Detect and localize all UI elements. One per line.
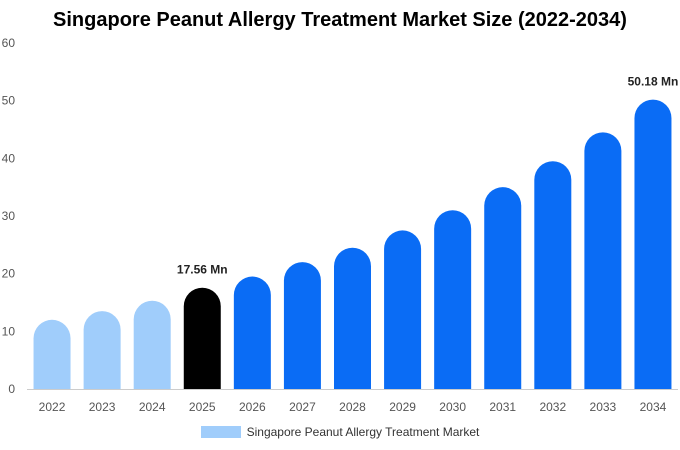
- y-tick-label: 40: [2, 151, 16, 165]
- bar-2029: [384, 230, 422, 389]
- bar-2025: [183, 287, 221, 389]
- x-tick-label: 2026: [239, 400, 266, 414]
- bar-2034: [634, 99, 672, 390]
- bar-2023: [83, 311, 121, 389]
- data-label-2025: 17.56 Mn: [177, 263, 228, 277]
- x-tick-label: 2030: [439, 400, 466, 414]
- bar-2033: [584, 132, 622, 389]
- x-tick-label: 2029: [389, 400, 416, 414]
- legend-swatch: [200, 426, 241, 438]
- x-tick-label: 2024: [139, 400, 166, 414]
- x-tick-label: 2034: [640, 400, 667, 414]
- x-tick-label: 2022: [39, 400, 66, 414]
- y-tick-label: 30: [2, 209, 16, 223]
- bar-2030: [434, 210, 472, 389]
- x-tick-label: 2031: [489, 400, 516, 414]
- y-tick-label: 20: [2, 267, 16, 281]
- legend: Singapore Peanut Allergy Treatment Marke…: [0, 425, 680, 439]
- y-tick-label: 10: [2, 324, 16, 338]
- bars: [33, 99, 672, 390]
- bar-2026: [233, 276, 271, 389]
- x-tick-label: 2025: [189, 400, 216, 414]
- x-tick-label: 2033: [590, 400, 617, 414]
- bar-2028: [334, 247, 371, 389]
- x-axis: 2022 2023 2024 2025 2026 2027 2028 2029 2030 2031…: [27, 389, 678, 414]
- data-labels: 17.56 Mn 50.18 Mn: [177, 75, 678, 277]
- bar-2027: [283, 262, 321, 389]
- bar-2022: [33, 319, 71, 389]
- bar-2031: [484, 187, 522, 389]
- data-label-2034: 50.18 Mn: [628, 75, 679, 89]
- y-tick-label: 60: [2, 36, 16, 50]
- x-tick-label: 2027: [289, 400, 316, 414]
- x-tick-label: 2032: [539, 400, 566, 414]
- bar-2024: [133, 300, 171, 389]
- y-axis: 0 10 20 30 40 50 60: [2, 36, 16, 396]
- y-tick-label: 0: [8, 382, 15, 396]
- legend-label: Singapore Peanut Allergy Treatment Marke…: [246, 425, 480, 439]
- x-tick-label: 2023: [89, 400, 116, 414]
- chart-title: Singapore Peanut Allergy Treatment Marke…: [53, 9, 627, 31]
- y-tick-label: 50: [2, 94, 16, 108]
- x-tick-label: 2028: [339, 400, 366, 414]
- bar-2032: [534, 161, 572, 389]
